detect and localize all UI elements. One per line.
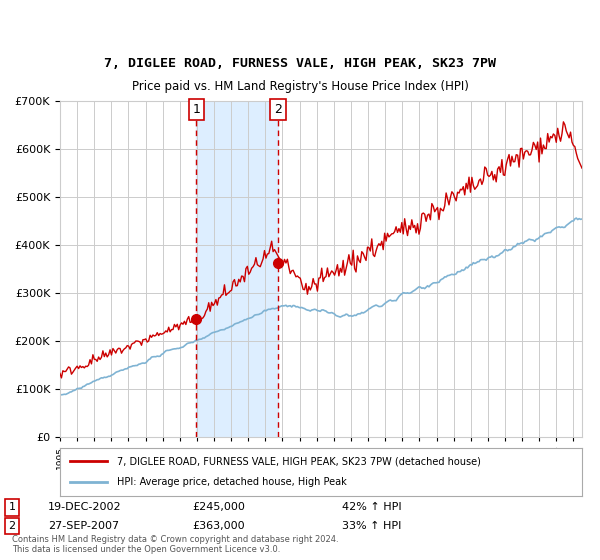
Text: 27-SEP-2007: 27-SEP-2007 bbox=[48, 521, 119, 531]
Text: 42% ↑ HPI: 42% ↑ HPI bbox=[342, 502, 401, 512]
Text: 1: 1 bbox=[192, 103, 200, 116]
Text: Price paid vs. HM Land Registry's House Price Index (HPI): Price paid vs. HM Land Registry's House … bbox=[131, 80, 469, 92]
Text: HPI: Average price, detached house, High Peak: HPI: Average price, detached house, High… bbox=[118, 477, 347, 487]
Text: 7, DIGLEE ROAD, FURNESS VALE, HIGH PEAK, SK23 7PW (detached house): 7, DIGLEE ROAD, FURNESS VALE, HIGH PEAK,… bbox=[118, 456, 481, 466]
Text: 19-DEC-2002: 19-DEC-2002 bbox=[48, 502, 122, 512]
Text: 2: 2 bbox=[274, 103, 282, 116]
Text: Contains HM Land Registry data © Crown copyright and database right 2024.
This d: Contains HM Land Registry data © Crown c… bbox=[12, 535, 338, 554]
Text: £245,000: £245,000 bbox=[192, 502, 245, 512]
Text: 1: 1 bbox=[8, 502, 16, 512]
Bar bbox=[196, 101, 278, 437]
Text: £363,000: £363,000 bbox=[192, 521, 245, 531]
Text: 7, DIGLEE ROAD, FURNESS VALE, HIGH PEAK, SK23 7PW: 7, DIGLEE ROAD, FURNESS VALE, HIGH PEAK,… bbox=[104, 57, 496, 70]
Text: 2: 2 bbox=[8, 521, 16, 531]
Text: 33% ↑ HPI: 33% ↑ HPI bbox=[342, 521, 401, 531]
